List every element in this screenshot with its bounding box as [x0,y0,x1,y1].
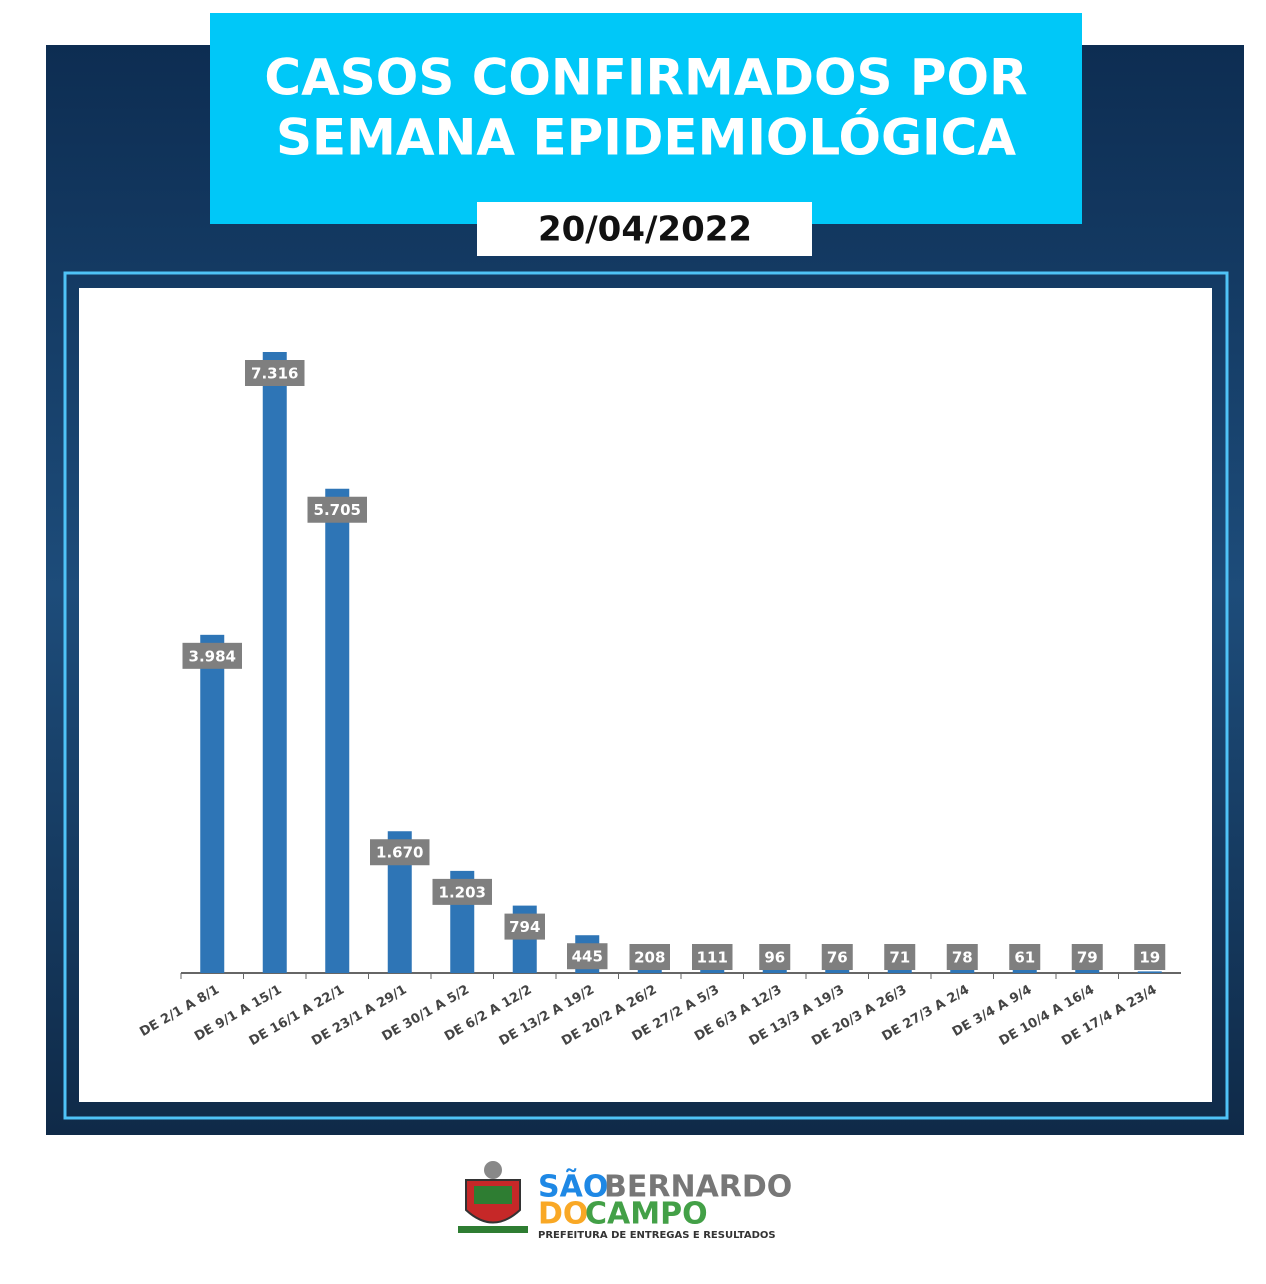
value-label: 3.984 [189,647,236,665]
value-label: 76 [827,949,848,967]
value-label: 71 [889,949,910,967]
value-label-box [182,642,242,669]
value-label: 111 [697,949,728,967]
value-label-box [307,496,367,523]
value-label: 1.203 [439,883,486,901]
value-label-box [504,913,545,940]
value-label-box [759,944,791,970]
plot-area [79,288,1212,1102]
value-label: 1.670 [376,844,423,862]
logo-text: SÃO [538,1168,608,1205]
value-label-box [884,944,916,970]
value-label: 96 [764,949,785,967]
date: 20/04/2022 [538,210,752,250]
value-label: 19 [1139,949,1160,967]
chart-title: CASOS CONFIRMADOS POR [264,49,1027,107]
value-label-box [692,944,733,970]
bar [262,352,287,973]
value-label-box [245,360,305,386]
bar [200,634,225,973]
logo-text: BERNARDO [604,1170,792,1205]
bar [1137,971,1162,973]
value-label-box [1071,944,1103,970]
value-label-box [567,943,608,970]
bar [1012,967,1037,973]
value-label: 79 [1077,949,1098,967]
frame [63,271,1229,1120]
value-label: 208 [634,949,665,967]
value-label-box [629,944,670,970]
value-label-box [1009,944,1041,970]
value-label: 61 [1014,949,1035,967]
title-box [210,13,1082,224]
logo-text: CAMPO [585,1197,708,1232]
value-label: 445 [572,948,603,966]
value-label-box [821,944,853,970]
value-label-box [946,944,978,970]
bar [325,488,350,973]
value-label-box [432,878,492,905]
logo-slogan: PREFEITURA DE ENTREGAS E RESULTADOS [538,1230,776,1241]
value-label: 5.705 [314,501,361,519]
date-box [477,202,812,256]
value-label: 794 [509,918,540,936]
logo-text: DO [538,1197,588,1232]
chart-title: SEMANA EPIDEMIOLÓGICA [276,108,1016,167]
logo [458,1161,528,1233]
value-label: 7.316 [251,365,298,383]
value-label: 78 [952,949,973,967]
value-label-box [1134,944,1166,970]
value-label-box [370,839,430,866]
